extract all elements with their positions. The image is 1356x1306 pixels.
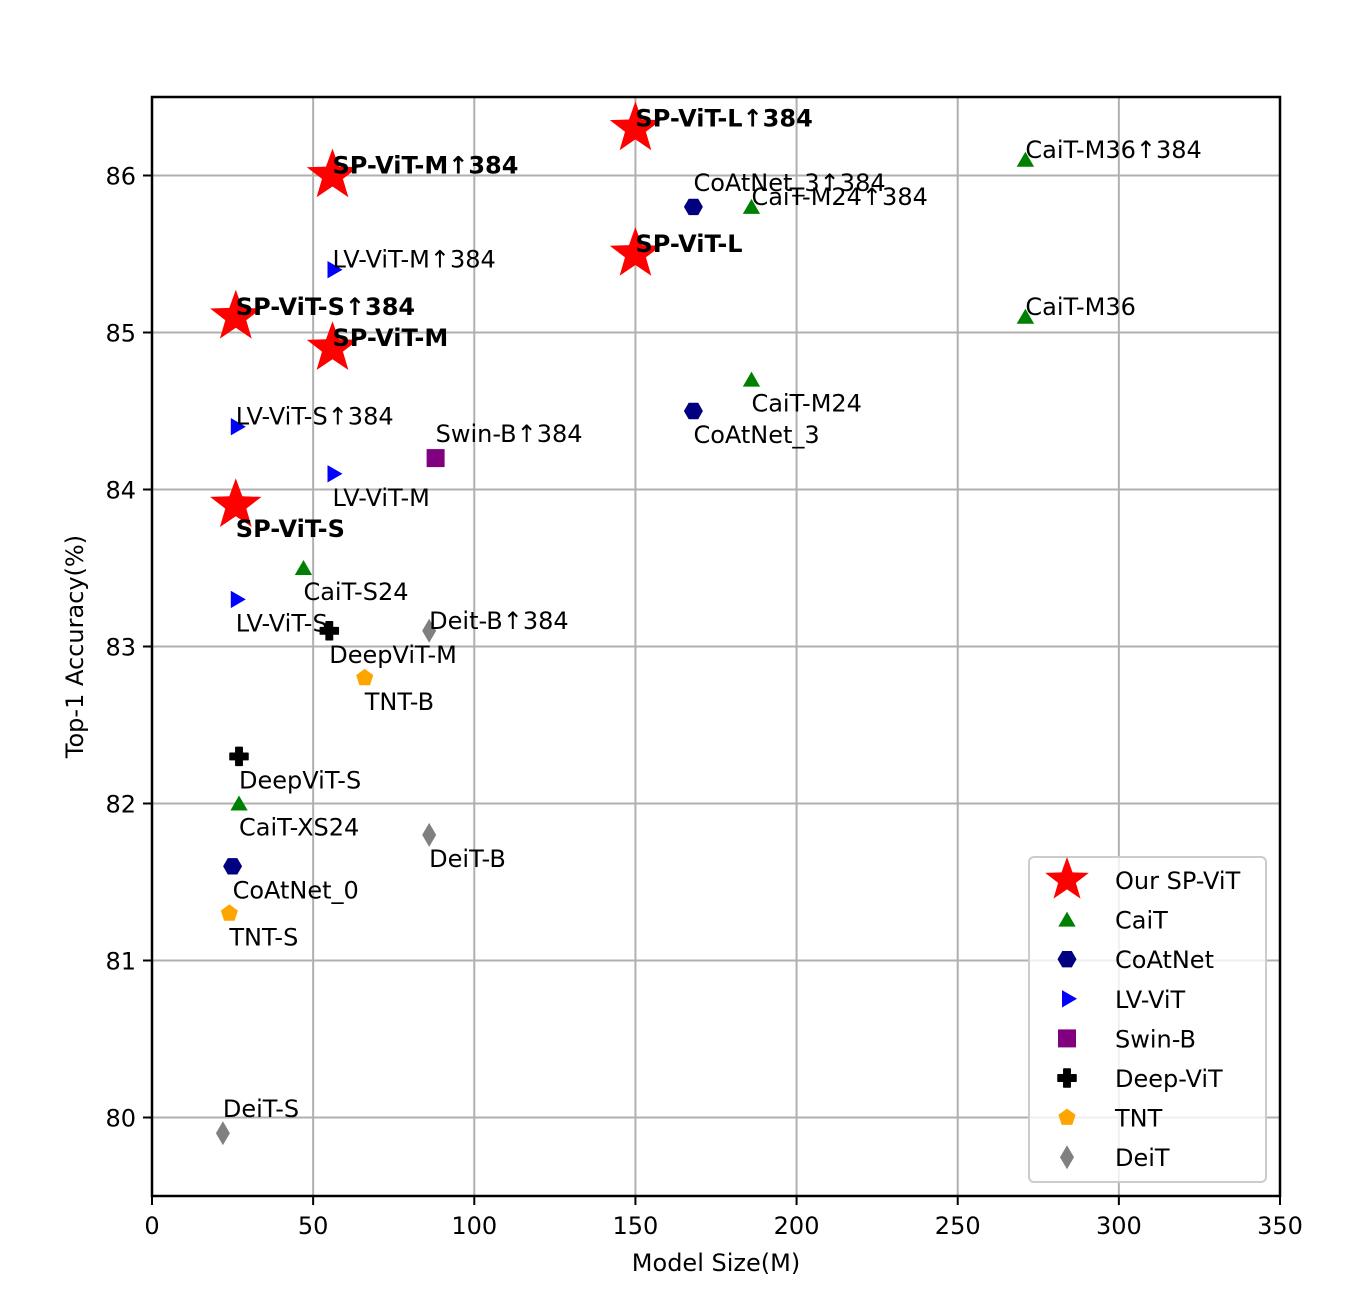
label-lv-vit-s-up-384: LV-ViT-S↑384 xyxy=(236,403,394,431)
point-labels: SP-ViT-S SP-ViT-S↑384 SP-ViT-M SP-ViT-M↑384… xyxy=(223,104,1202,1123)
legend-entry-tnt: TNT xyxy=(1114,1105,1163,1133)
label-lv-vit-m: LV-ViT-M xyxy=(332,484,429,512)
label-sp-vit-s-up-384: SP-ViT-S↑384 xyxy=(236,293,415,321)
label-deit-b: DeiT-B xyxy=(429,845,506,873)
label-cait-m24-up-384: CaiT-M24↑384 xyxy=(751,183,927,211)
point-sp-vit-l xyxy=(609,227,662,276)
point-swin-b-up-384 xyxy=(426,449,445,468)
axis-ticks: 0 50 100 150 200 250 300 350 80 81 82 83 84 85 86 xyxy=(105,163,1302,1241)
legend-marker-lv-vit xyxy=(1062,990,1077,1008)
point-deit-b-up-384 xyxy=(422,618,437,643)
point-cait-xs24 xyxy=(230,795,248,811)
data-points xyxy=(210,101,1035,1146)
point-tnt-b xyxy=(356,668,374,686)
point-sp-vit-s-up-384 xyxy=(210,289,262,339)
legend-marker-tnt xyxy=(1058,1108,1076,1125)
label-cait-m36: CaiT-M36 xyxy=(1025,293,1136,321)
label-deepvit-s: DeepViT-S xyxy=(239,766,361,794)
legend-entry-cait: CaiT xyxy=(1115,907,1168,935)
y-tick-label: 83 xyxy=(105,634,136,662)
y-tick-label: 80 xyxy=(105,1105,136,1133)
point-lv-vit-s-up-384 xyxy=(230,418,246,436)
legend-entry-deit: DeiT xyxy=(1115,1144,1170,1172)
point-cait-m24 xyxy=(742,371,761,387)
x-tick-label: 0 xyxy=(144,1212,159,1240)
legend-entry-swin-b: Swin-B xyxy=(1115,1025,1196,1053)
legend-marker-coatnet xyxy=(1057,951,1077,968)
x-tick-label: 250 xyxy=(935,1212,981,1240)
legend: Our SP-ViT CaiT CoAtNet LV-ViT Swin-B Deep-Vi… xyxy=(1028,856,1267,1183)
label-sp-vit-l: SP-ViT-L xyxy=(635,230,742,258)
label-sp-vit-m-up-384: SP-ViT-M↑384 xyxy=(332,152,518,180)
legend-entry-coatnet: CoAtNet xyxy=(1115,946,1214,974)
x-tick-label: 200 xyxy=(774,1212,820,1240)
point-cait-s24 xyxy=(294,560,313,575)
label-deit-b-up-384: Deit-B↑384 xyxy=(429,607,569,635)
label-cait-m36-up-384: CaiT-M36↑384 xyxy=(1025,136,1201,164)
label-coatnet-3: CoAtNet_3 xyxy=(693,421,819,449)
point-deit-s xyxy=(215,1121,230,1146)
point-sp-vit-m-up-384 xyxy=(306,148,359,198)
label-tnt-s: TNT-S xyxy=(228,923,298,951)
y-tick-label: 86 xyxy=(105,163,136,191)
point-sp-vit-l-up-384 xyxy=(609,101,662,151)
legend-marker-our-sp-vit xyxy=(1045,857,1089,899)
label-cait-xs24: CaiT-XS24 xyxy=(239,814,359,842)
point-deepvit-m xyxy=(319,621,340,641)
point-deit-b xyxy=(422,822,437,847)
y-tick-label: 84 xyxy=(105,477,136,505)
label-lv-vit-m-up-384: LV-ViT-M↑384 xyxy=(332,246,495,274)
legend-marker-swin-b xyxy=(1058,1029,1076,1048)
x-tick-label: 50 xyxy=(298,1212,329,1240)
y-axis-title: Top-1 Accuracy(%) xyxy=(61,535,89,759)
point-coatnet-3 xyxy=(683,402,703,420)
label-sp-vit-m: SP-ViT-M xyxy=(332,324,448,352)
label-sp-vit-l-up-384: SP-ViT-L↑384 xyxy=(635,104,812,132)
legend-entry-deep-vit: Deep-ViT xyxy=(1115,1065,1223,1093)
point-lv-vit-m-up-384 xyxy=(327,261,343,279)
label-lv-vit-s: LV-ViT-S xyxy=(236,609,328,637)
point-deepvit-s xyxy=(229,746,249,767)
y-tick-label: 85 xyxy=(105,320,136,348)
label-sp-vit-s: SP-ViT-S xyxy=(236,515,345,543)
legend-entry-lv-vit: LV-ViT xyxy=(1115,986,1186,1014)
label-coatnet-0: CoAtNet_0 xyxy=(233,876,359,904)
x-tick-label: 300 xyxy=(1096,1212,1142,1240)
label-swin-b-up-384: Swin-B↑384 xyxy=(436,420,583,448)
legend-marker-deit xyxy=(1060,1145,1074,1170)
point-coatnet-0 xyxy=(223,858,243,875)
point-lv-vit-m xyxy=(327,465,343,483)
y-tick-label: 81 xyxy=(105,948,136,976)
legend-box xyxy=(1028,856,1267,1183)
point-lv-vit-s xyxy=(230,590,246,609)
label-deit-s: DeiT-S xyxy=(223,1095,299,1123)
x-tick-label: 100 xyxy=(451,1212,497,1240)
point-coatnet-3-up-384 xyxy=(683,198,703,216)
label-coatnet-3-up-384: CoAtNet_3↑384 xyxy=(693,169,885,197)
x-tick-label: 150 xyxy=(613,1212,659,1240)
label-cait-m24: CaiT-M24 xyxy=(751,390,862,418)
x-axis-title: Model Size(M) xyxy=(632,1249,800,1277)
point-cait-m36 xyxy=(1016,308,1035,324)
point-sp-vit-s xyxy=(210,478,262,527)
label-cait-s24: CaiT-S24 xyxy=(303,578,408,606)
label-deepvit-m: DeepViT-M xyxy=(329,641,457,669)
point-tnt-s xyxy=(220,904,238,921)
legend-entry-our-sp-vit: Our SP-ViT xyxy=(1115,867,1241,895)
x-tick-label: 350 xyxy=(1257,1212,1303,1240)
point-cait-m36-up-384 xyxy=(1016,151,1035,167)
legend-marker-deep-vit xyxy=(1057,1068,1077,1088)
label-tnt-b: TNT-B xyxy=(364,688,434,716)
point-cait-m24-up-384 xyxy=(742,198,761,214)
y-tick-label: 82 xyxy=(105,791,136,819)
point-sp-vit-m xyxy=(306,321,359,370)
legend-marker-cait xyxy=(1058,911,1076,927)
